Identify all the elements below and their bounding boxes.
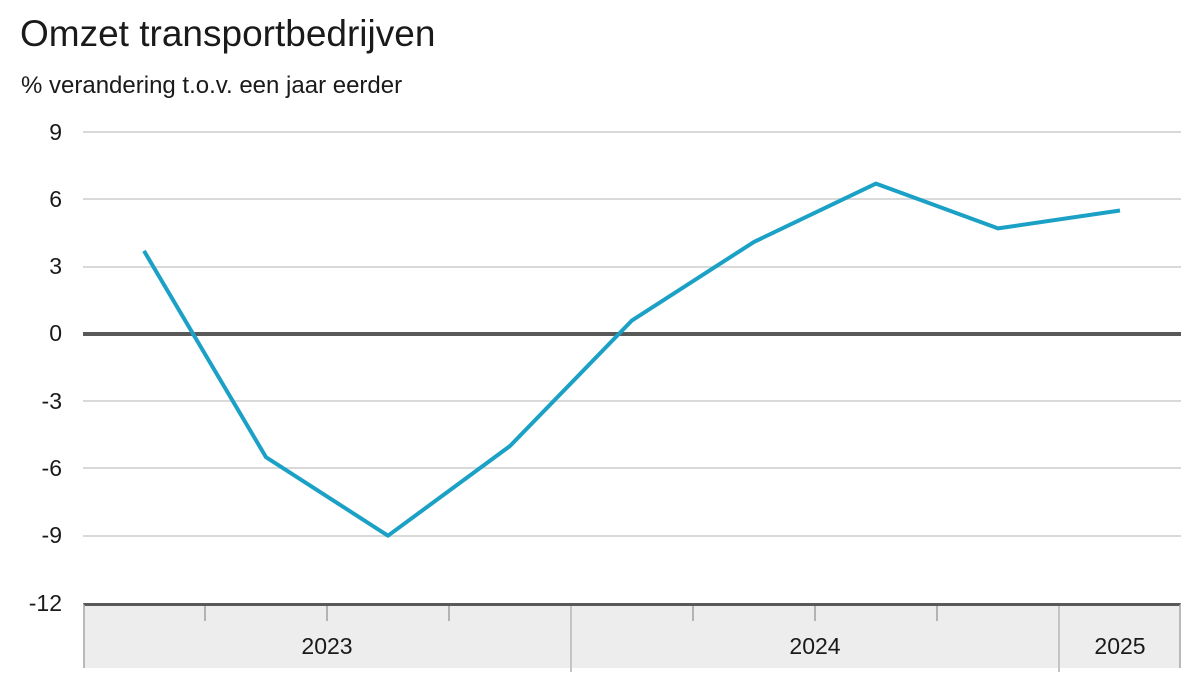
year-label: 2025 xyxy=(1094,633,1146,659)
gridline xyxy=(83,467,1181,470)
x-axis-band xyxy=(83,603,1181,668)
year-label: 2023 xyxy=(301,633,353,659)
zero-gridline xyxy=(83,331,1181,336)
quarter-tick xyxy=(936,606,938,621)
y-axis-label: 0 xyxy=(49,320,62,347)
year-separator-tick xyxy=(1058,606,1060,672)
y-axis-label: 6 xyxy=(49,185,62,212)
y-axis-label: -6 xyxy=(41,454,62,481)
y-axis-label: 9 xyxy=(49,118,62,145)
y-axis-label: -9 xyxy=(41,522,62,549)
year-separator-tick xyxy=(570,606,572,672)
quarter-tick xyxy=(204,606,206,621)
quarter-tick xyxy=(692,606,694,621)
y-axis-label: -3 xyxy=(41,387,62,414)
year-label: 2024 xyxy=(789,633,841,659)
chart-title: Omzet transportbedrijven xyxy=(20,13,436,54)
quarter-tick xyxy=(448,606,450,621)
gridline xyxy=(83,400,1181,403)
y-axis-label: 3 xyxy=(49,253,62,280)
gridline xyxy=(83,131,1181,133)
revenue-line xyxy=(142,181,1121,538)
quarter-tick xyxy=(814,606,816,621)
gridline xyxy=(83,198,1181,201)
y-axis-label: -12 xyxy=(28,589,62,616)
chart-subtitle: % verandering t.o.v. een jaar eerder xyxy=(21,72,403,99)
gridline xyxy=(83,265,1181,268)
quarter-tick xyxy=(326,606,328,621)
gridline xyxy=(83,534,1181,537)
